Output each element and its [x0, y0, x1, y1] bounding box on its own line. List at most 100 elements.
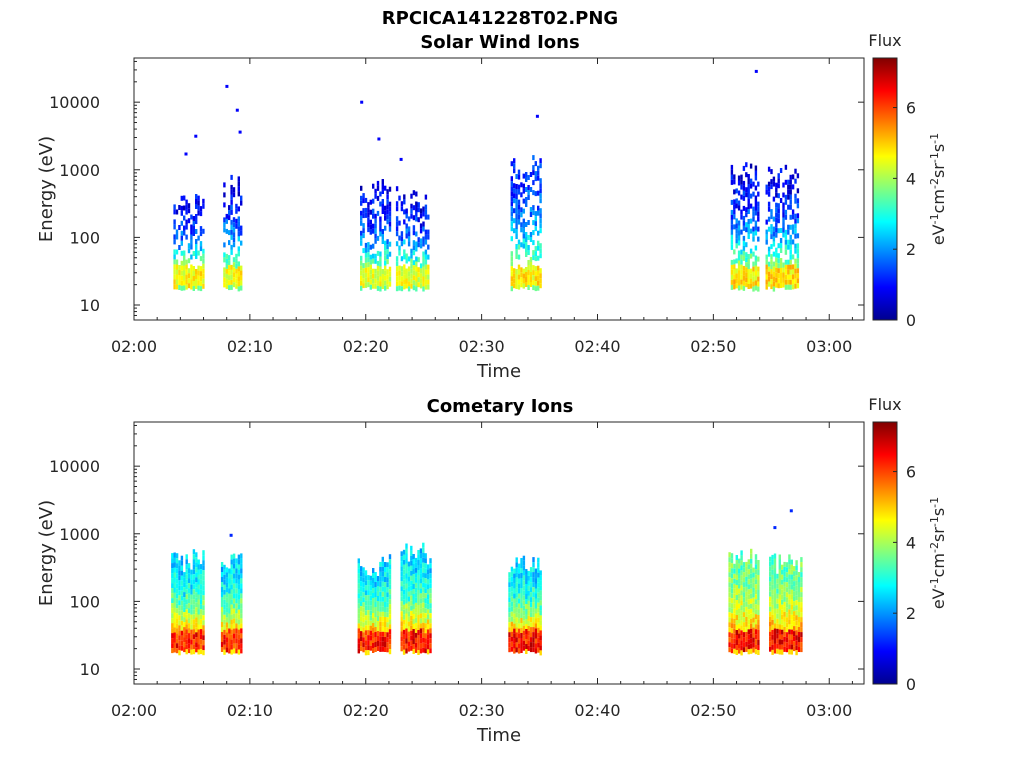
- x-tick-label: 02:00: [111, 701, 157, 720]
- heatmap-cell: [379, 576, 382, 582]
- heatmap-cell: [740, 635, 743, 641]
- heatmap-cell: [410, 625, 413, 631]
- heatmap-cell: [369, 595, 372, 601]
- heatmap-cell: [517, 563, 521, 569]
- heatmap-cell: [757, 266, 760, 272]
- heatmap-cell: [510, 206, 513, 212]
- heatmap-cell: [197, 235, 200, 241]
- heatmap-cell: [422, 271, 425, 277]
- heatmap-cell: [187, 563, 191, 569]
- heatmap-cell: [395, 216, 399, 222]
- heatmap-cell: [376, 641, 380, 646]
- heatmap-cell: [733, 249, 736, 255]
- heatmap-cell: [517, 593, 521, 599]
- heatmap-cell: [745, 257, 748, 263]
- heatmap-cell: [728, 642, 731, 648]
- heatmap-cell: [171, 598, 174, 604]
- heatmap-cell: [360, 220, 363, 226]
- heatmap-cell: [187, 638, 191, 644]
- heatmap-cell: [190, 584, 193, 590]
- heatmap-cell: [797, 637, 801, 642]
- heatmap-cell: [228, 215, 231, 221]
- heatmap-cell: [532, 240, 535, 246]
- heatmap-cell: [754, 579, 758, 585]
- heatmap-cell: [733, 179, 736, 185]
- heatmap-cell: [795, 600, 798, 606]
- heatmap-cell: [199, 609, 203, 615]
- heatmap-cell: [787, 274, 790, 280]
- heatmap-cell: [178, 570, 181, 576]
- heatmap-cell: [778, 619, 781, 625]
- heatmap-cell: [740, 645, 743, 651]
- heatmap-cell: [517, 169, 521, 175]
- heatmap-cell: [412, 644, 415, 649]
- heatmap-cell: [232, 282, 236, 288]
- heatmap-cell: [230, 219, 233, 225]
- heatmap-cell: [422, 592, 425, 598]
- heatmap-cell: [407, 241, 411, 247]
- heatmap-cell: [412, 639, 415, 644]
- heatmap-cell: [381, 586, 384, 592]
- heatmap-cell: [529, 587, 533, 593]
- heatmap-cell: [740, 560, 743, 566]
- heatmap-cell: [410, 560, 413, 566]
- heatmap-cell: [185, 269, 188, 275]
- heatmap-cell: [787, 179, 790, 185]
- heatmap-cell: [178, 630, 181, 636]
- heatmap-cell: [525, 639, 528, 644]
- heatmap-cell: [429, 578, 432, 584]
- heatmap-cell: [173, 637, 176, 643]
- heatmap-cell: [415, 241, 418, 247]
- x-tick-label: 02:40: [574, 701, 620, 720]
- heatmap-cell: [374, 587, 377, 592]
- heatmap-cell: [415, 211, 418, 217]
- heatmap-cell: [357, 588, 360, 594]
- heatmap-cell: [767, 206, 771, 212]
- heatmap-cell: [520, 212, 523, 218]
- heatmap-cell: [728, 552, 731, 558]
- heatmap-cell: [232, 628, 236, 634]
- heatmap-cell: [532, 602, 535, 608]
- heatmap-cell: [235, 593, 238, 599]
- heatmap-cell: [534, 281, 537, 287]
- heatmap-cell: [232, 618, 236, 624]
- heatmap-cell: [769, 616, 772, 622]
- heatmap-cell: [745, 646, 748, 652]
- heatmap-cell: [240, 633, 243, 639]
- heatmap-cell: [510, 601, 514, 607]
- heatmap-cell: [728, 627, 731, 633]
- heatmap-cell: [529, 642, 533, 648]
- heatmap-cell: [240, 588, 243, 594]
- heatmap-cell: [429, 608, 432, 614]
- heatmap-cell: [398, 285, 401, 291]
- heatmap-cell: [515, 204, 518, 209]
- heatmap-cell: [525, 237, 528, 242]
- heatmap-cell: [795, 570, 798, 576]
- heatmap-cell: [360, 100, 364, 104]
- heatmap-cell: [747, 649, 750, 655]
- heatmap-cell: [400, 276, 404, 282]
- heatmap-cell: [364, 635, 368, 641]
- heatmap-cell: [424, 214, 428, 220]
- heatmap-cell: [527, 245, 530, 250]
- heatmap-cell: [747, 229, 750, 234]
- heatmap-cell: [738, 613, 741, 619]
- heatmap-cell: [529, 232, 533, 237]
- heatmap-cell: [402, 609, 406, 615]
- heatmap-cell: [180, 220, 183, 226]
- heatmap-cell: [754, 265, 758, 271]
- heatmap-cell: [785, 582, 789, 588]
- heatmap-cell: [199, 266, 203, 272]
- heatmap-cell: [735, 243, 738, 249]
- heatmap-cell: [376, 235, 380, 241]
- heatmap-cell: [405, 258, 408, 264]
- heatmap-cell: [415, 256, 418, 262]
- heatmap-cell: [235, 643, 238, 649]
- heatmap-cell: [795, 615, 798, 621]
- heatmap-cell: [742, 240, 746, 246]
- heatmap-cell: [797, 597, 801, 602]
- heatmap-cell: [793, 566, 796, 572]
- heatmap-cell: [388, 569, 392, 575]
- heatmap-cell: [740, 620, 743, 626]
- heatmap-cell: [537, 255, 540, 261]
